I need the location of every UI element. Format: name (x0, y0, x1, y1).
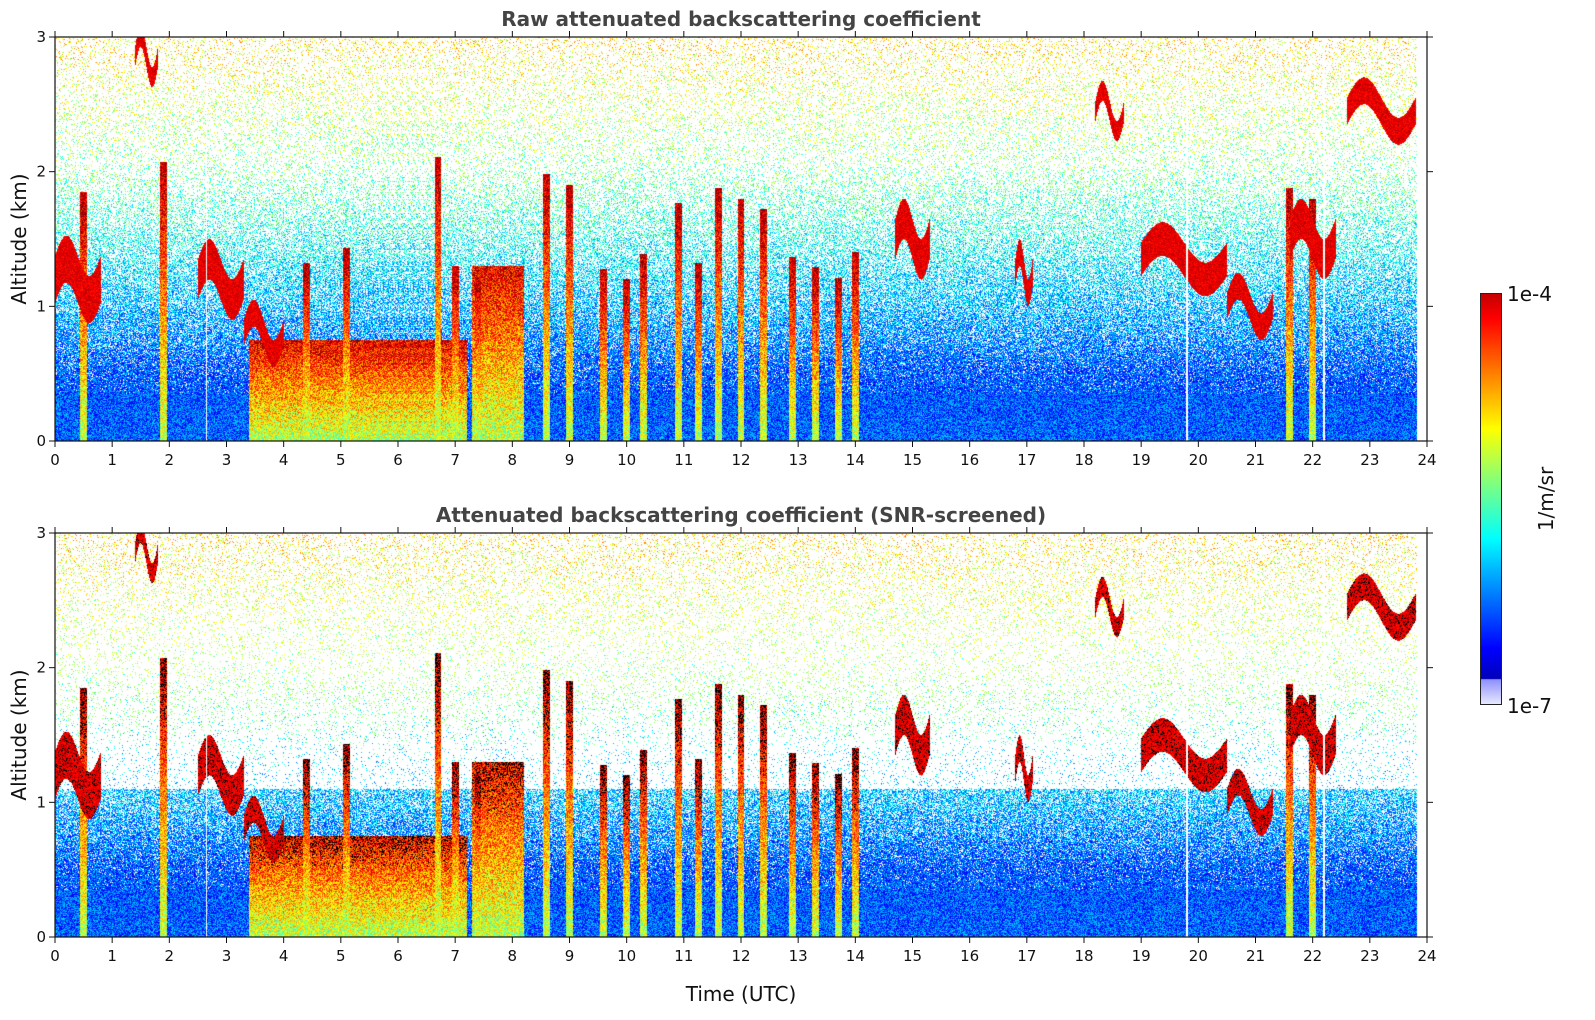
x-tick-label: 24 (1417, 451, 1436, 469)
x-tick-label: 0 (50, 451, 60, 469)
x-tick-label: 23 (1360, 451, 1379, 469)
x-tick-label: 21 (1246, 451, 1265, 469)
y-tick-label: 2 (36, 163, 46, 181)
x-tick-label: 15 (903, 451, 922, 469)
x-tick-label: 1 (107, 451, 117, 469)
y-tick-label: 1 (36, 297, 46, 315)
colorbar-max-label: 1e-4 (1507, 282, 1552, 306)
x-tick-label: 8 (508, 451, 518, 469)
x-tick-label: 2 (165, 451, 175, 469)
x-tick-label: 7 (450, 451, 460, 469)
x-tick-label: 13 (789, 451, 808, 469)
y-tick-label: 3 (36, 28, 46, 46)
x-tick-label: 17 (1017, 451, 1036, 469)
y-tick-label: 0 (36, 432, 46, 450)
panel2-title: Attenuated backscattering coefficient (S… (435, 503, 1047, 527)
colorbar-min-label: 1e-7 (1507, 694, 1552, 718)
x-tick-label: 11 (674, 451, 693, 469)
colorbar (1480, 293, 1502, 705)
x-tick-label: 18 (1074, 451, 1093, 469)
panel2-xlabel: Time (UTC) (685, 982, 797, 1006)
panel1-title: Raw attenuated backscattering coefficien… (501, 7, 981, 31)
x-tick-label: 19 (1132, 451, 1151, 469)
x-tick-label: 4 (279, 451, 289, 469)
x-tick-label: 3 (222, 451, 232, 469)
x-tick-label: 14 (846, 451, 865, 469)
panel1-frame (54, 36, 1428, 442)
x-tick-label: 12 (731, 451, 750, 469)
colorbar-unit-label: 1/m/sr (1534, 466, 1558, 532)
x-tick-label: 22 (1303, 451, 1322, 469)
x-tick-label: 9 (565, 451, 575, 469)
panel1-ylabel: Altitude (km) (7, 173, 31, 305)
x-tick-label: 10 (617, 451, 636, 469)
panel2-ylabel: Altitude (km) (7, 669, 31, 801)
x-tick-label: 5 (336, 451, 346, 469)
panel1-heatmap (55, 37, 1427, 441)
x-tick-label: 20 (1189, 451, 1208, 469)
panel2-heatmap (55, 533, 1427, 937)
x-tick-label: 16 (960, 451, 979, 469)
x-tick-label: 6 (393, 451, 403, 469)
